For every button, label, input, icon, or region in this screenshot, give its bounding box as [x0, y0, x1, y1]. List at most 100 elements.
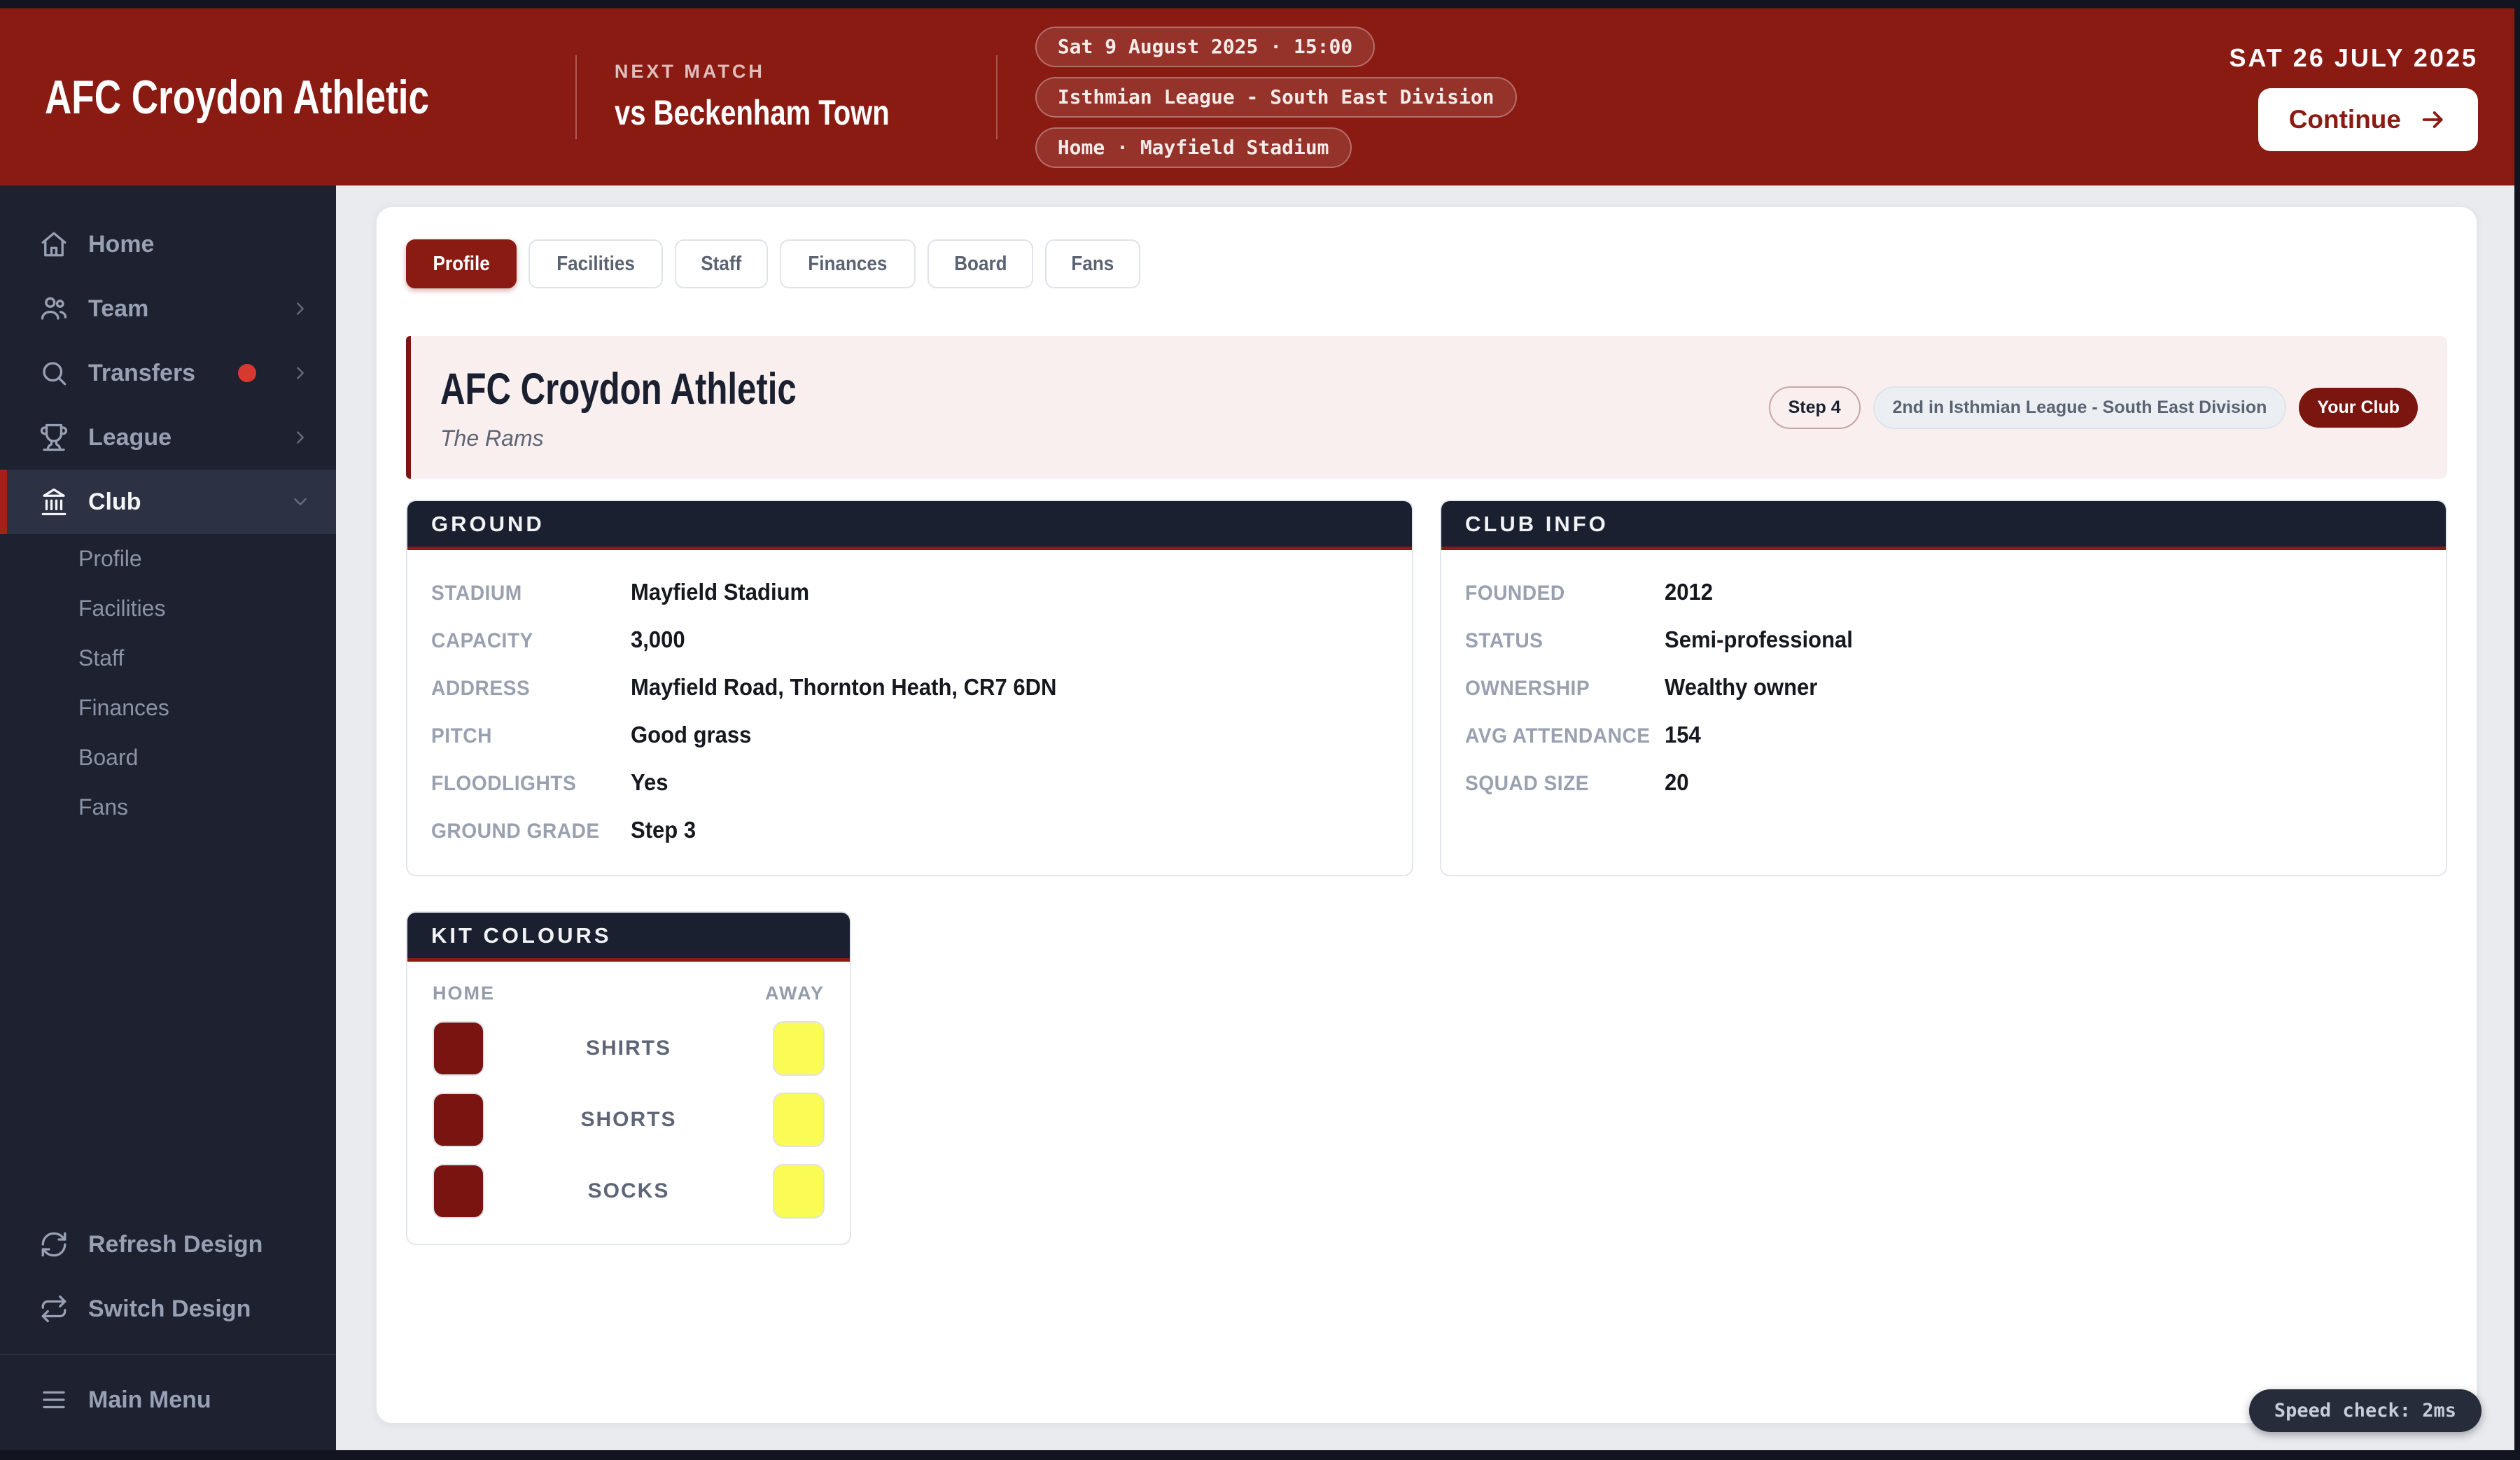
info-row: FOUNDED 2012	[1465, 579, 1714, 605]
next-match-block: NEXT MATCH vs Beckenham Town	[615, 61, 958, 133]
chevron-down-icon	[294, 498, 307, 505]
sidebar-item-team[interactable]: Team	[0, 276, 336, 341]
ground-card-title: GROUND	[431, 511, 545, 536]
ground-card: GROUND STADIUM Mayfield Stadium CAPACITY…	[406, 500, 1413, 876]
app-club-name: AFC Croydon Athletic	[45, 70, 430, 124]
away-socks-swatch	[773, 1164, 825, 1219]
club-info-card: CLUB INFO FOUNDED 2012 STATUS Semi-profe…	[1440, 500, 2447, 876]
tabs-row: Profile Facilities Staff Finances Board …	[406, 239, 2447, 288]
current-date: SAT 26 JULY 2025	[2229, 43, 2478, 72]
sidebar-item-league[interactable]: League	[0, 405, 336, 470]
sidebar-subitem-finances[interactable]: Finances	[78, 695, 169, 720]
next-match-opponent: vs Beckenham Town	[614, 93, 890, 132]
club-nickname: The Rams	[440, 425, 544, 451]
info-row: STATUS Semi-professional	[1465, 626, 1853, 652]
footer-item-label: Switch Design	[88, 1295, 251, 1322]
notification-dot	[238, 364, 256, 382]
next-match-label: NEXT MATCH	[614, 61, 765, 82]
info-row: OWNERSHIP Wealthy owner	[1465, 674, 1818, 700]
tab-facilities[interactable]: Facilities	[528, 239, 664, 288]
content-area: Profile Facilities Staff Finances Board …	[336, 185, 2514, 1450]
footer-item-label: Refresh Design	[88, 1230, 263, 1258]
away-column-label: AWAY	[764, 983, 825, 1004]
match-venue-pill: Home · Mayfield Stadium	[1035, 127, 1352, 168]
kit-card-header: KIT COLOURS	[407, 913, 850, 962]
match-meta-pills: Sat 9 August 2025 · 15:00 Isthmian Leagu…	[1035, 26, 1517, 168]
club-title: AFC Croydon Athletic	[440, 364, 797, 414]
info-row: GROUND GRADE Step 3	[431, 817, 696, 843]
tab-fans[interactable]: Fans	[1045, 239, 1141, 288]
sidebar-item-home[interactable]: Home	[0, 212, 336, 276]
info-row: SQUAD SIZE 20	[1465, 769, 1689, 795]
home-socks-swatch	[433, 1164, 484, 1219]
away-shirts-swatch	[773, 1021, 825, 1076]
sidebar-subitem-staff[interactable]: Staff	[78, 645, 125, 671]
step-badge: Step 4	[1768, 386, 1861, 429]
kit-row-socks: SOCKS	[433, 1164, 825, 1219]
info-row: AVG ATTENDANCE 154	[1465, 722, 1701, 747]
divider	[0, 1354, 336, 1355]
topbar-right: SAT 26 JULY 2025 Continue	[2229, 43, 2478, 151]
sidebar-item-label: Transfers	[88, 359, 196, 386]
users-icon	[41, 297, 67, 320]
home-column-label: HOME	[433, 983, 495, 1004]
info-row: FLOODLIGHTS Yes	[431, 769, 668, 795]
kit-row-shirts: SHIRTS	[433, 1021, 825, 1076]
menu-icon	[43, 1391, 65, 1409]
club-info-card-header: CLUB INFO	[1441, 501, 2446, 550]
app-window: AFC Croydon Athletic NEXT MATCH vs Becke…	[0, 8, 2514, 1450]
info-row: PITCH Good grass	[431, 722, 752, 747]
info-row: ADDRESS Mayfield Road, Thornton Heath, C…	[431, 674, 1057, 700]
match-datetime-pill: Sat 9 August 2025 · 15:00	[1035, 26, 1376, 67]
sidebar-item-label: League	[88, 423, 172, 451]
search-icon	[43, 362, 66, 386]
sidebar-subitem-profile[interactable]: Profile	[78, 546, 142, 571]
sidebar-subitem-fans[interactable]: Fans	[78, 794, 129, 820]
kit-row-shorts: SHORTS	[433, 1093, 825, 1147]
ground-card-header: GROUND	[407, 501, 1412, 550]
league-position-badge: 2nd in Isthmian League - South East Divi…	[1872, 386, 2287, 429]
club-header-strip: AFC Croydon Athletic The Rams Step 4 2nd…	[406, 336, 2447, 479]
trophy-icon	[40, 423, 68, 451]
divider	[995, 55, 997, 139]
home-shirts-swatch	[433, 1021, 484, 1076]
away-shorts-swatch	[773, 1093, 825, 1147]
continue-label: Continue	[2288, 104, 2401, 134]
main-menu-button[interactable]: Main Menu	[0, 1368, 336, 1432]
sidebar-item-club[interactable]: Club	[0, 470, 336, 534]
match-league-pill: Isthmian League - South East Division	[1035, 76, 1517, 118]
sidebar: Home Team Transfers League	[0, 185, 336, 1450]
tab-board[interactable]: Board	[927, 239, 1034, 288]
divider	[575, 55, 577, 139]
club-badges: Step 4 2nd in Isthmian League - South Ea…	[1768, 386, 2418, 429]
chevron-right-icon	[297, 302, 304, 315]
sidebar-item-transfers[interactable]: Transfers	[0, 341, 336, 405]
landmark-icon	[41, 488, 66, 516]
main-card: Profile Facilities Staff Finances Board …	[375, 206, 2478, 1424]
top-bar: AFC Croydon Athletic NEXT MATCH vs Becke…	[0, 8, 2514, 185]
refresh-design-button[interactable]: Refresh Design	[0, 1212, 336, 1277]
home-icon	[41, 232, 66, 257]
switch-design-button[interactable]: Switch Design	[0, 1277, 336, 1341]
club-info-card-title: CLUB INFO	[1465, 511, 1609, 536]
sidebar-subitem-board[interactable]: Board	[78, 745, 139, 770]
info-row: STADIUM Mayfield Stadium	[431, 579, 810, 605]
speed-check-toast: Speed check: 2ms	[2248, 1389, 2482, 1432]
continue-button[interactable]: Continue	[2258, 87, 2478, 151]
sidebar-item-label: Team	[88, 295, 149, 322]
your-club-badge: Your Club	[2299, 387, 2418, 428]
tab-staff[interactable]: Staff	[675, 239, 768, 288]
footer-item-label: Main Menu	[88, 1386, 211, 1413]
sidebar-subitem-facilities[interactable]: Facilities	[78, 596, 166, 621]
tab-profile[interactable]: Profile	[406, 239, 517, 288]
refresh-icon	[41, 1232, 66, 1257]
tab-finances[interactable]: Finances	[779, 239, 916, 288]
switch-icon	[41, 1295, 66, 1323]
chevron-right-icon	[297, 367, 304, 379]
kit-colours-card: KIT COLOURS HOME AWAY SHIRTS	[406, 911, 851, 1245]
chevron-right-icon	[297, 431, 304, 444]
info-row: CAPACITY 3,000	[431, 626, 685, 652]
sidebar-item-label: Home	[88, 230, 155, 258]
arrow-right-icon	[2422, 111, 2443, 128]
home-shorts-swatch	[433, 1093, 484, 1147]
